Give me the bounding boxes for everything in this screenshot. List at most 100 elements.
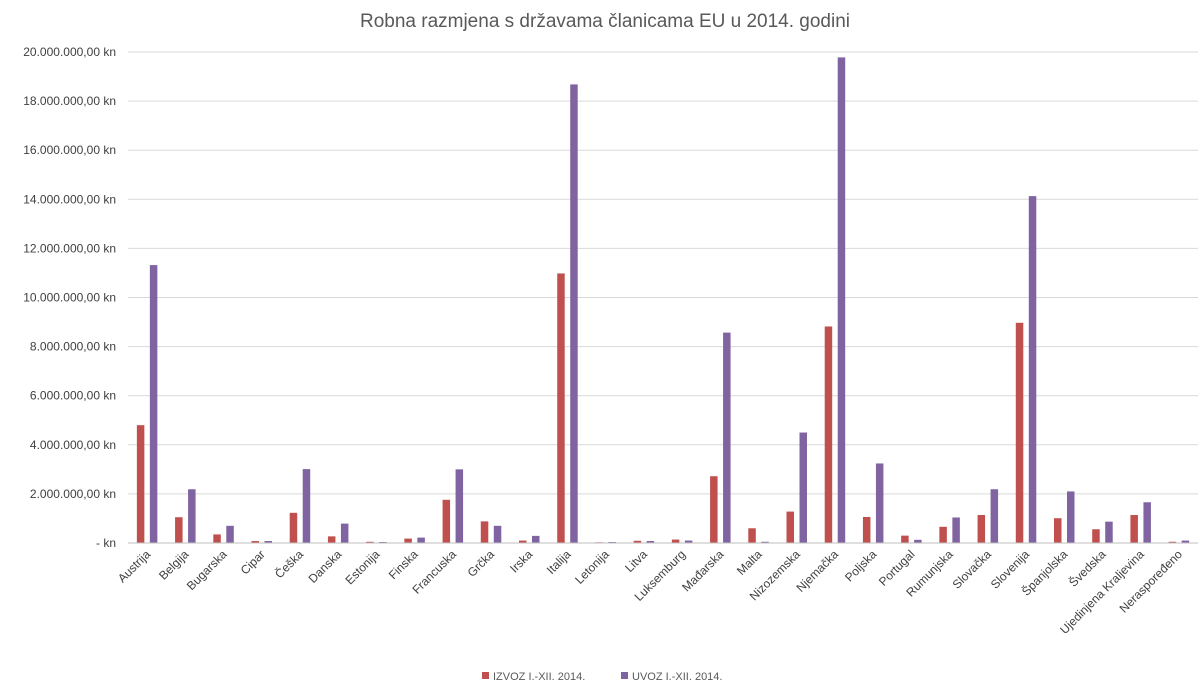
- x-tick-label: Litva: [622, 547, 650, 575]
- bar-uvoz: [493, 525, 502, 543]
- bar-izvoz: [862, 516, 871, 543]
- bar-izvoz: [939, 526, 947, 543]
- bar-uvoz: [914, 539, 922, 543]
- bar-izvoz: [289, 512, 298, 543]
- category-group: [175, 489, 196, 543]
- y-tick-label: 12.000.000,00 kn: [23, 241, 116, 255]
- category-group: [1130, 502, 1151, 543]
- category-group: [1092, 521, 1113, 543]
- bar-izvoz: [442, 499, 451, 543]
- bar-uvoz: [226, 525, 234, 543]
- bar-izvoz: [1054, 518, 1062, 543]
- x-tick-label: Češka: [271, 546, 306, 581]
- x-tick-label: Belgija: [156, 547, 192, 583]
- bar-uvoz: [723, 332, 731, 543]
- category-group: [748, 528, 769, 543]
- category-group: [136, 265, 158, 543]
- bar-izvoz: [977, 515, 986, 543]
- chart-title: Robna razmjena s državama članicama EU u…: [360, 11, 850, 32]
- category-group: [480, 521, 502, 543]
- bar-izvoz: [710, 476, 718, 543]
- y-tick-label: 14.000.000,00 kn: [23, 192, 116, 206]
- bar-uvoz: [149, 265, 158, 543]
- category-group: [633, 540, 655, 543]
- x-tick-label: Slovačka: [950, 547, 995, 592]
- bar-izvoz: [366, 541, 374, 543]
- bar-uvoz: [188, 489, 196, 543]
- x-tick-label: Mađarska: [679, 547, 726, 594]
- y-tick-label: 18.000.000,00 kn: [23, 94, 116, 108]
- x-tick-label: Cipar: [238, 547, 268, 577]
- bar-izvoz: [901, 535, 909, 543]
- bar-izvoz: [557, 273, 565, 543]
- legend-item: IZVOZ I.-XII. 2014.: [482, 671, 585, 683]
- bar-izvoz: [824, 326, 833, 543]
- gridlines: [128, 51, 1198, 495]
- legend-label: UVOZ I.-XII. 2014.: [632, 671, 722, 683]
- bar-uvoz: [1105, 521, 1113, 543]
- category-group: [213, 525, 234, 543]
- y-tick-label: 16.000.000,00 kn: [23, 143, 116, 157]
- category-group: [557, 84, 578, 543]
- category-group: [710, 332, 731, 543]
- x-tick-label: Irska: [507, 547, 536, 576]
- bar-uvoz: [302, 469, 311, 543]
- bar-izvoz: [1130, 515, 1138, 543]
- bar-uvoz: [1181, 540, 1190, 543]
- x-tick-label: Bugarska: [184, 547, 230, 593]
- bar-izvoz: [404, 538, 412, 543]
- bar-uvoz: [532, 535, 540, 543]
- bar-izvoz: [1092, 529, 1100, 543]
- y-tick-label: - kn: [96, 536, 116, 550]
- bar-uvoz: [837, 57, 846, 543]
- legend-swatch: [482, 672, 489, 679]
- y-tick-label: 8.000.000,00 kn: [30, 340, 116, 354]
- category-group: [1168, 540, 1190, 543]
- bar-izvoz: [175, 517, 183, 543]
- category-group: [327, 523, 349, 543]
- legend-label: IZVOZ I.-XII. 2014.: [493, 671, 585, 683]
- bar-uvoz: [1028, 196, 1037, 543]
- legend: IZVOZ I.-XII. 2014. UVOZ I.-XII. 2014.: [482, 671, 722, 683]
- category-group: [977, 489, 999, 543]
- bars: [136, 57, 1190, 543]
- bar-uvoz: [761, 541, 769, 543]
- x-tick-label: Estonija: [342, 547, 382, 587]
- bar-izvoz: [786, 511, 794, 543]
- x-tick-label: Njemačka: [793, 547, 841, 595]
- y-tick-label: 20.000.000,00 kn: [23, 45, 116, 59]
- bar-uvoz: [417, 537, 425, 543]
- legend-swatch: [621, 672, 628, 679]
- x-tick-label: Malta: [734, 547, 765, 578]
- category-group: [824, 57, 846, 543]
- bar-uvoz: [1143, 502, 1151, 543]
- bar-izvoz: [480, 521, 489, 543]
- category-group: [1015, 196, 1037, 543]
- bar-uvoz: [990, 489, 999, 543]
- x-tick-label: Grčka: [465, 547, 498, 580]
- x-tick-label: Finska: [386, 547, 421, 582]
- x-tick-label: Poljska: [842, 547, 879, 584]
- x-tick-label: Italija: [544, 547, 574, 577]
- category-group: [251, 541, 272, 543]
- y-tick-label: 4.000.000,00 kn: [30, 438, 116, 452]
- bar-izvoz: [633, 540, 642, 543]
- bar-uvoz: [952, 517, 960, 543]
- category-group: [671, 539, 693, 543]
- bar-uvoz: [455, 469, 464, 543]
- bar-uvoz: [875, 463, 884, 543]
- bar-uvoz: [684, 540, 693, 543]
- legend-item: UVOZ I.-XII. 2014.: [621, 671, 722, 683]
- category-group: [862, 463, 884, 543]
- bar-izvoz: [748, 528, 756, 543]
- bar-izvoz: [671, 539, 680, 543]
- bar-uvoz: [1067, 491, 1075, 543]
- bar-izvoz: [136, 425, 145, 543]
- category-group: [939, 517, 960, 543]
- bar-uvoz: [646, 541, 655, 543]
- category-group: [1054, 491, 1075, 543]
- category-group: [786, 432, 807, 543]
